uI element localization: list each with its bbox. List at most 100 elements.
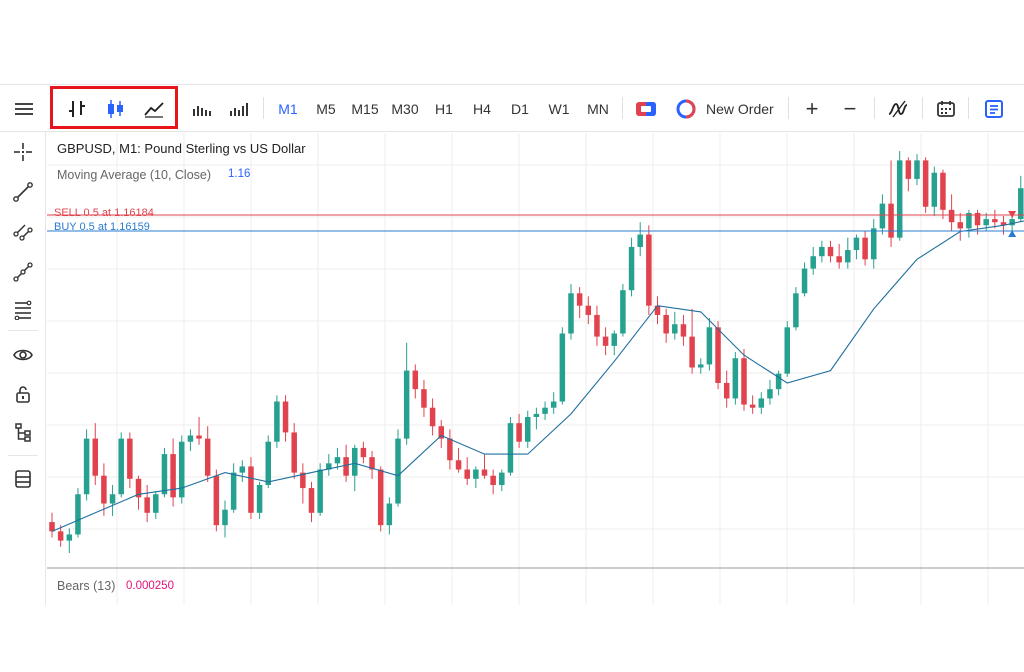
candle-body	[827, 246, 834, 257]
candle-body	[758, 398, 765, 408]
candle-body	[438, 426, 444, 439]
drawing-tools-sidebar	[0, 132, 46, 605]
candle-body	[1018, 188, 1024, 220]
price-chart[interactable]: GBPUSD, M1: Pound Sterling vs US Dollar …	[47, 133, 1024, 605]
candle-body	[49, 522, 55, 532]
candle-body	[715, 327, 721, 383]
sell-order-label[interactable]: SELL 0.5 at 1.16184	[54, 207, 154, 219]
candle-body	[845, 250, 851, 263]
parallel-channel-button[interactable]	[10, 219, 36, 245]
candle-body	[1000, 222, 1007, 226]
zoom-out-button[interactable]: −	[838, 85, 862, 132]
candle-body	[810, 256, 816, 269]
candlestick-chart-button[interactable]	[100, 85, 130, 132]
candle-body	[222, 509, 228, 526]
timeframe-mn[interactable]: MN	[584, 85, 612, 132]
menu-button[interactable]	[8, 85, 40, 132]
candle-body	[888, 203, 894, 238]
candle-body	[966, 212, 972, 229]
candle-body	[654, 305, 661, 315]
zoom-in-button[interactable]: +	[800, 85, 824, 132]
timeframe-m30[interactable]: M30	[388, 85, 422, 132]
bar-chart-icon	[69, 100, 85, 117]
hamburger-icon	[15, 102, 33, 115]
candle-body	[75, 494, 81, 535]
candle-body	[187, 435, 194, 442]
toolbar-divider	[922, 97, 923, 119]
one-click-trading-button[interactable]	[632, 85, 660, 132]
timeframe-m15[interactable]: M15	[348, 85, 382, 132]
crosshair-button[interactable]	[10, 139, 36, 165]
buy-marker	[1008, 230, 1017, 237]
real-volume-icon	[230, 102, 248, 116]
timeframe-m1[interactable]: M1	[274, 85, 302, 132]
candle-body	[775, 373, 782, 390]
candle-body	[66, 534, 73, 541]
candle-body	[317, 469, 323, 513]
candle-body	[871, 228, 877, 260]
candle-body	[213, 475, 220, 526]
candle-body	[585, 305, 592, 315]
object-tree-button[interactable]	[10, 419, 36, 445]
moving-average-label[interactable]: Moving Average (10, Close)	[57, 168, 212, 182]
bears-indicator-label[interactable]: Bears (13)	[57, 579, 116, 593]
trendline-button[interactable]	[10, 179, 36, 205]
timeframe-label: D1	[511, 100, 529, 117]
minus-icon: −	[843, 95, 857, 121]
candle-body	[490, 475, 496, 485]
candle-body	[801, 268, 808, 294]
candle-body	[499, 472, 505, 485]
candle-body	[386, 503, 393, 526]
indicators-button[interactable]	[884, 85, 912, 132]
data-window-button[interactable]	[980, 85, 1008, 132]
chart-grid	[47, 133, 1024, 605]
chart-title: GBPUSD, M1: Pound Sterling vs US Dollar	[57, 141, 306, 156]
indicators-icon	[888, 100, 908, 117]
candle-body	[135, 478, 142, 498]
new-order-label: New Order	[706, 100, 774, 117]
moving-average-line	[51, 220, 1024, 532]
candle-body	[204, 438, 211, 476]
new-order-button[interactable]: New Order	[676, 85, 786, 132]
timeframe-h4[interactable]: H4	[468, 85, 496, 132]
candle-body	[542, 407, 548, 414]
candle-body	[680, 324, 687, 337]
timeframe-d1[interactable]: D1	[506, 85, 534, 132]
candle-body	[905, 160, 912, 179]
candle-body	[741, 358, 747, 405]
candle-body	[144, 497, 150, 513]
timeframe-label: MN	[587, 100, 609, 117]
bar-chart-button[interactable]	[62, 85, 92, 132]
visibility-button[interactable]	[10, 342, 36, 368]
layers-button[interactable]	[10, 466, 36, 492]
candle-body	[732, 358, 739, 399]
lock-button[interactable]	[10, 381, 36, 407]
tick-volume-button[interactable]	[188, 85, 214, 132]
buy-order-label[interactable]: BUY 0.5 at 1.16159	[54, 221, 150, 233]
candle-body	[92, 438, 98, 476]
toolbar-divider	[874, 97, 875, 119]
candle-body	[412, 370, 419, 390]
bears-indicator-value: 0.000250	[126, 580, 174, 592]
line-chart-button[interactable]	[139, 85, 169, 132]
candle-body	[749, 404, 756, 408]
fibonacci-button[interactable]	[10, 297, 36, 323]
candle-body	[127, 438, 133, 479]
real-volume-button[interactable]	[226, 85, 252, 132]
candle-body	[836, 256, 842, 263]
candlestick-chart-icon	[108, 99, 123, 118]
candle-body	[230, 472, 237, 510]
candle-body	[992, 219, 998, 223]
timeframe-w1[interactable]: W1	[545, 85, 573, 132]
timeframe-h1[interactable]: H1	[430, 85, 458, 132]
candle-body	[663, 314, 669, 334]
calendar-button[interactable]	[932, 85, 960, 132]
candle-body	[101, 475, 107, 504]
timeframe-m5[interactable]: M5	[312, 85, 340, 132]
candle-body	[646, 234, 652, 306]
toolbar-divider	[622, 97, 623, 119]
chart-canvas	[47, 133, 1024, 605]
visibility-icon	[13, 349, 33, 361]
polyline-button[interactable]	[10, 259, 36, 285]
toolbar-divider	[263, 97, 264, 119]
